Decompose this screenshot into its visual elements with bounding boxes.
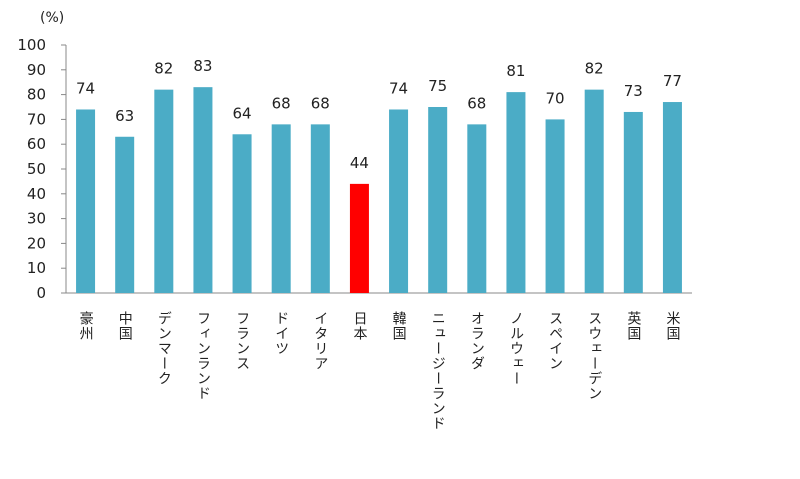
bar (662, 102, 682, 293)
category-label: 英国 (625, 310, 641, 341)
y-tick-label: 100 (17, 36, 46, 54)
bar (271, 124, 291, 293)
y-tick-label: 80 (27, 86, 46, 104)
bar (467, 124, 487, 293)
value-label: 68 (467, 94, 486, 112)
category-label: 豪州 (78, 311, 94, 341)
y-tick-label: 50 (27, 160, 46, 178)
bar (310, 124, 330, 293)
value-label: 82 (585, 60, 604, 78)
category-label: ニュージーランド (430, 311, 446, 431)
y-tick-label: 60 (27, 135, 46, 153)
value-label: 63 (115, 107, 134, 125)
bar (154, 89, 174, 293)
category-label: 日本 (351, 311, 367, 341)
category-label: ノルウェー (508, 311, 524, 386)
category-label: 韓国 (391, 311, 407, 341)
category-label: デンマーク (156, 311, 172, 386)
bar (545, 119, 565, 294)
value-label: 81 (506, 62, 525, 80)
value-label: 44 (350, 154, 369, 172)
category-label: ドイツ (273, 311, 289, 356)
category-label: スウェーデン (586, 311, 602, 401)
y-unit-label: (%) (40, 10, 64, 26)
y-tick-label: 40 (27, 185, 46, 203)
bar (115, 136, 135, 293)
bar (623, 111, 643, 294)
bar (584, 89, 604, 293)
value-label: 73 (624, 82, 643, 100)
value-labels: 74 63 82 83 64 68 68 44 74 75 68 81 70 82 73 77 (76, 57, 682, 172)
bar (428, 107, 448, 293)
value-label: 74 (389, 79, 408, 97)
y-tick-label: 90 (27, 61, 46, 79)
value-label: 74 (76, 79, 95, 97)
bar (389, 109, 409, 293)
category-label: フランス (234, 311, 250, 371)
y-tick-label: 70 (27, 110, 46, 128)
category-label: フィンランド (195, 311, 211, 401)
value-label: 83 (193, 57, 212, 75)
bar (76, 109, 96, 293)
y-axis-ticks: 0 10 20 30 40 50 60 70 80 90 100 (17, 36, 66, 302)
bars (76, 87, 682, 294)
value-label: 77 (663, 72, 682, 90)
category-label: 米国 (664, 311, 680, 341)
value-label: 82 (154, 60, 173, 78)
value-label: 64 (233, 104, 252, 122)
value-label: 68 (272, 94, 291, 112)
y-tick-label: 10 (27, 259, 46, 277)
y-tick-label: 20 (27, 234, 46, 252)
y-tick-label: 30 (27, 210, 46, 228)
bar (349, 183, 369, 293)
y-tick-label: 0 (36, 284, 46, 302)
category-label: 中国 (117, 311, 133, 341)
category-label: オランダ (469, 311, 485, 371)
bar (232, 134, 252, 293)
category-labels: 豪州 中国 デンマーク フィンランド フランス ドイツ イタリア 日本 韓国 ニュージーランド オラ… (78, 310, 681, 431)
bar (193, 87, 213, 293)
value-label: 75 (428, 77, 447, 95)
category-label: スペイン (547, 311, 563, 371)
category-label: イタリア (312, 311, 328, 371)
bar (506, 92, 526, 294)
value-label: 70 (546, 89, 565, 107)
value-label: 68 (311, 94, 330, 112)
